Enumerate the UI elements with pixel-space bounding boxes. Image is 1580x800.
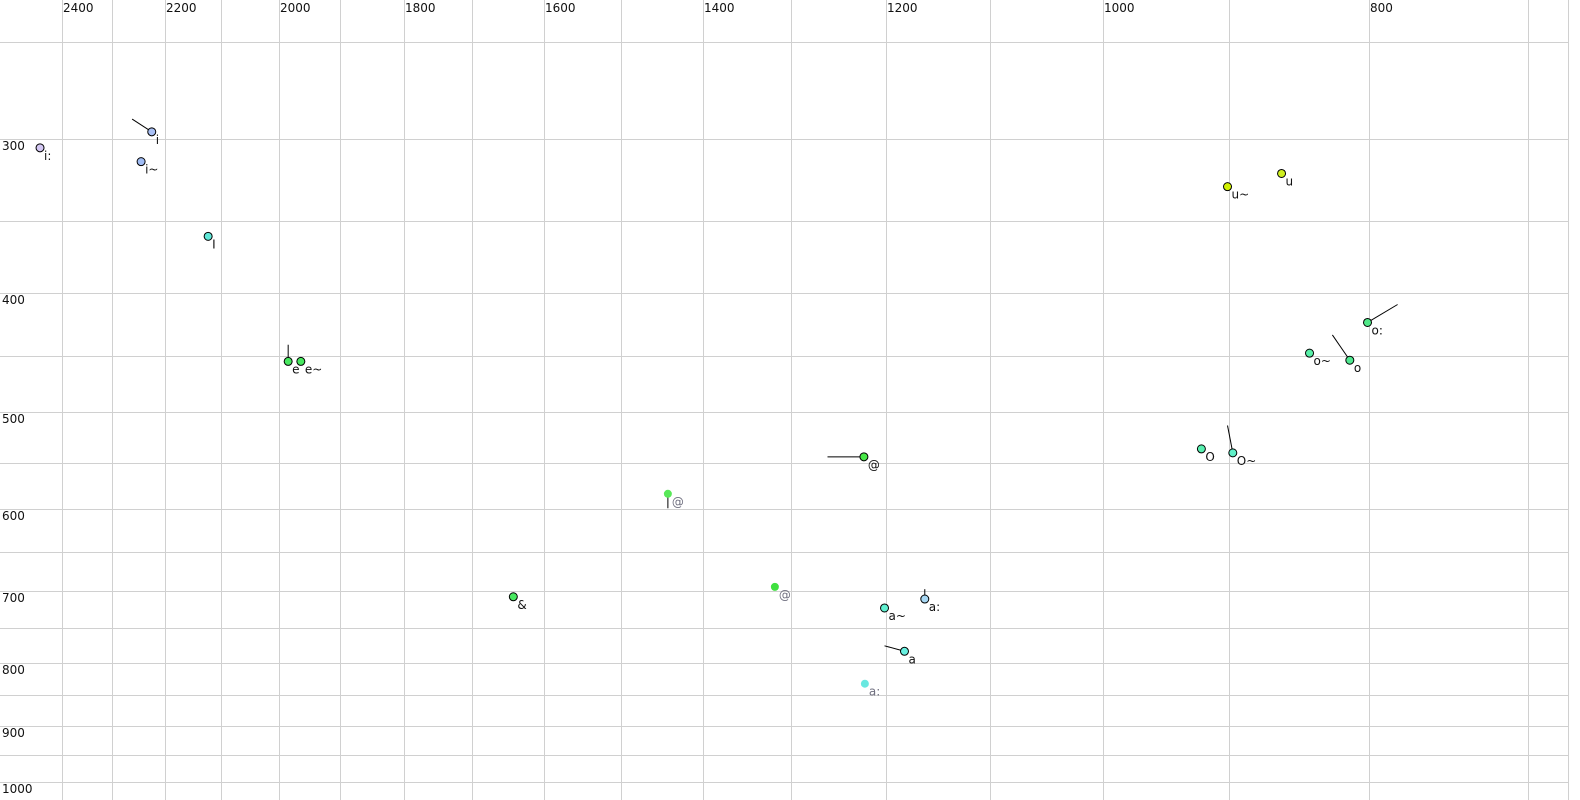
vowel-point: O~ <box>1227 425 1257 468</box>
point-marker <box>770 582 779 591</box>
vowel-label: O <box>1205 450 1214 464</box>
vowel-label: o: <box>1372 323 1383 337</box>
point-marker <box>296 356 306 366</box>
point-marker <box>880 603 890 613</box>
vowel-point: e <box>283 344 300 376</box>
y-tick-label: 800 <box>2 663 25 677</box>
vowel-point: i: <box>35 143 51 163</box>
vowel-label: i~ <box>145 163 158 177</box>
vowel-label: i: <box>44 149 51 163</box>
y-tick-label: 300 <box>2 139 25 153</box>
point-marker <box>860 679 869 688</box>
y-axis-ticks: 300 400 500 600 700 800 900 1000 <box>2 139 33 796</box>
vowel-label: I <box>212 237 216 251</box>
vowel-point: @ <box>770 582 791 602</box>
point-marker <box>859 452 869 462</box>
data-points: i: i i~ Ie e~ & @ @ @ a~ a: a a: O O~ u~ u o~ o o: <box>35 118 1398 699</box>
point-marker <box>203 231 213 241</box>
vowel-point: a <box>884 645 916 666</box>
vowel-point: o~ <box>1305 348 1331 368</box>
point-marker <box>663 489 672 498</box>
point-marker <box>136 157 146 167</box>
vowel-point: i <box>131 118 159 147</box>
vowel-label: u~ <box>1232 188 1250 202</box>
formant-trajectory <box>1367 304 1398 323</box>
x-axis-ticks: 2400 2200 2000 1800 1600 1400 1200 1000 800 <box>63 1 1393 15</box>
vowel-point: i~ <box>136 157 158 177</box>
point-marker <box>1345 355 1355 365</box>
x-tick-label: 1400 <box>704 1 735 15</box>
vowel-label: o~ <box>1314 354 1331 368</box>
vowel-label: e~ <box>305 362 322 376</box>
point-marker <box>1363 317 1373 327</box>
vowel-point: I <box>203 231 216 251</box>
y-tick-label: 600 <box>2 509 25 523</box>
vowel-point: @ <box>827 452 880 472</box>
point-marker <box>35 143 45 153</box>
vowel-label: u <box>1286 174 1294 188</box>
vowel-point: O <box>1196 444 1215 464</box>
y-tick-label: 900 <box>2 726 25 740</box>
vowel-point: & <box>508 592 527 612</box>
vowel-label: a~ <box>889 609 906 623</box>
vowel-point: o <box>1331 334 1361 375</box>
vowel-label: @ <box>779 588 791 602</box>
vowel-label: o <box>1354 361 1361 375</box>
vowel-label: a: <box>929 600 940 614</box>
y-tick-label: 500 <box>2 412 25 426</box>
x-tick-label: 1800 <box>405 1 436 15</box>
vowel-label: e <box>292 362 299 376</box>
vowel-label: i <box>156 133 159 147</box>
point-marker <box>1305 348 1315 358</box>
vowel-point: o: <box>1363 304 1398 337</box>
y-tick-label: 1000 <box>2 782 33 796</box>
x-tick-label: 1600 <box>545 1 576 15</box>
formant-trajectory <box>1331 334 1351 361</box>
point-marker <box>1277 168 1287 178</box>
point-marker <box>1223 182 1233 192</box>
vowel-label: a <box>908 652 915 666</box>
point-marker <box>1228 448 1238 458</box>
vowel-point: a~ <box>880 603 906 623</box>
vowel-point: u <box>1277 168 1294 188</box>
point-marker <box>283 356 293 366</box>
x-tick-label: 1000 <box>1104 1 1135 15</box>
point-marker <box>899 646 909 656</box>
point-marker <box>508 592 518 602</box>
vowel-point: u~ <box>1223 182 1250 202</box>
x-tick-label: 2400 <box>63 1 94 15</box>
vowel-label: O~ <box>1237 454 1257 468</box>
x-tick-label: 2200 <box>166 1 197 15</box>
x-tick-label: 800 <box>1370 1 1393 15</box>
point-marker <box>147 127 157 137</box>
x-tick-label: 1200 <box>887 1 918 15</box>
formant-trajectory <box>1227 425 1234 453</box>
point-marker <box>920 594 930 604</box>
vowel-label: a: <box>869 685 880 699</box>
point-marker <box>1196 444 1206 454</box>
vowel-point: a: <box>860 679 880 699</box>
vowel-label: & <box>517 598 526 612</box>
vowel-point: e~ <box>296 356 322 376</box>
y-tick-label: 700 <box>2 591 25 605</box>
vowel-label: @ <box>868 458 880 472</box>
vowel-label: @ <box>672 495 684 509</box>
vowel-point: @ <box>663 489 684 509</box>
x-tick-label: 2000 <box>280 1 311 15</box>
y-tick-label: 400 <box>2 293 25 307</box>
vowel-point: a: <box>920 589 940 614</box>
